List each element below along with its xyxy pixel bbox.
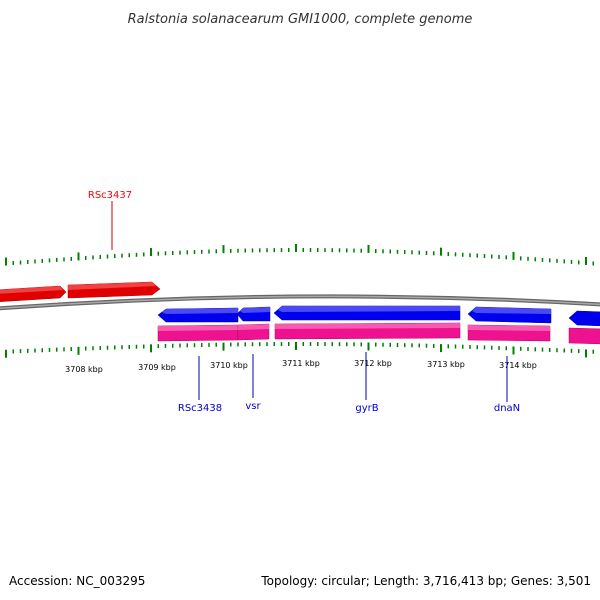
cds-bar-offscreen-right[interactable] xyxy=(568,327,600,345)
cds-bar-dnan-highlight xyxy=(468,325,550,331)
gene-arrow-dnan-highlight xyxy=(472,307,551,314)
gene-label-rsc3437[interactable]: RSc3437 xyxy=(88,190,132,201)
scale-label: 3710 kbp xyxy=(210,361,248,370)
scale-labels: 3708 kbp 3709 kbp 3710 kbp 3711 kbp 3712… xyxy=(65,359,537,374)
genome-title: Ralstonia solanacearum GMI1000, complete… xyxy=(128,12,473,27)
scale-label: 3713 kbp xyxy=(427,360,465,369)
gene-label-vsr[interactable]: vsr xyxy=(245,401,261,412)
gene-arrow-gyrb-highlight xyxy=(278,306,460,312)
gene-arrow-offscreen-right[interactable] xyxy=(568,310,600,327)
scale-label: 3712 kbp xyxy=(354,359,392,368)
cds-bar-rsc3438-highlight xyxy=(158,325,238,331)
gene-label-dnan[interactable]: dnaN xyxy=(494,403,520,414)
gene-label-gyrb[interactable]: gyrB xyxy=(355,403,378,414)
cds-bar-gyrb-highlight xyxy=(275,323,460,329)
genome-backbone xyxy=(0,294,600,311)
outer-tick-marks xyxy=(5,244,594,266)
gene-label-leaders xyxy=(111,201,508,402)
scale-label: 3714 kbp xyxy=(499,361,537,370)
forward-strand-genes xyxy=(0,281,161,302)
gene-arrow-forward-highlight xyxy=(0,286,63,294)
inner-tick-marks xyxy=(5,342,594,358)
gene-labels: RSc3437 RSc3438 vsr gyrB dnaN xyxy=(88,190,520,414)
reverse-strand-genes xyxy=(157,305,600,327)
gene-label-rsc3438[interactable]: RSc3438 xyxy=(178,403,222,414)
genome-summary-text: Topology: circular; Length: 3,716,413 bp… xyxy=(260,574,591,588)
accession-text: Accession: NC_003295 xyxy=(9,574,145,588)
gene-arrow-rsc3438-highlight xyxy=(162,308,238,314)
scale-label: 3708 kbp xyxy=(65,365,103,374)
cds-bar-vsr-highlight xyxy=(238,324,269,330)
gene-arrow-vsr-highlight xyxy=(240,307,270,313)
cds-track xyxy=(157,322,600,345)
scale-label: 3711 kbp xyxy=(282,359,320,368)
gene-arrow-rsc3437-highlight xyxy=(68,282,156,290)
scale-label: 3709 kbp xyxy=(138,363,176,372)
